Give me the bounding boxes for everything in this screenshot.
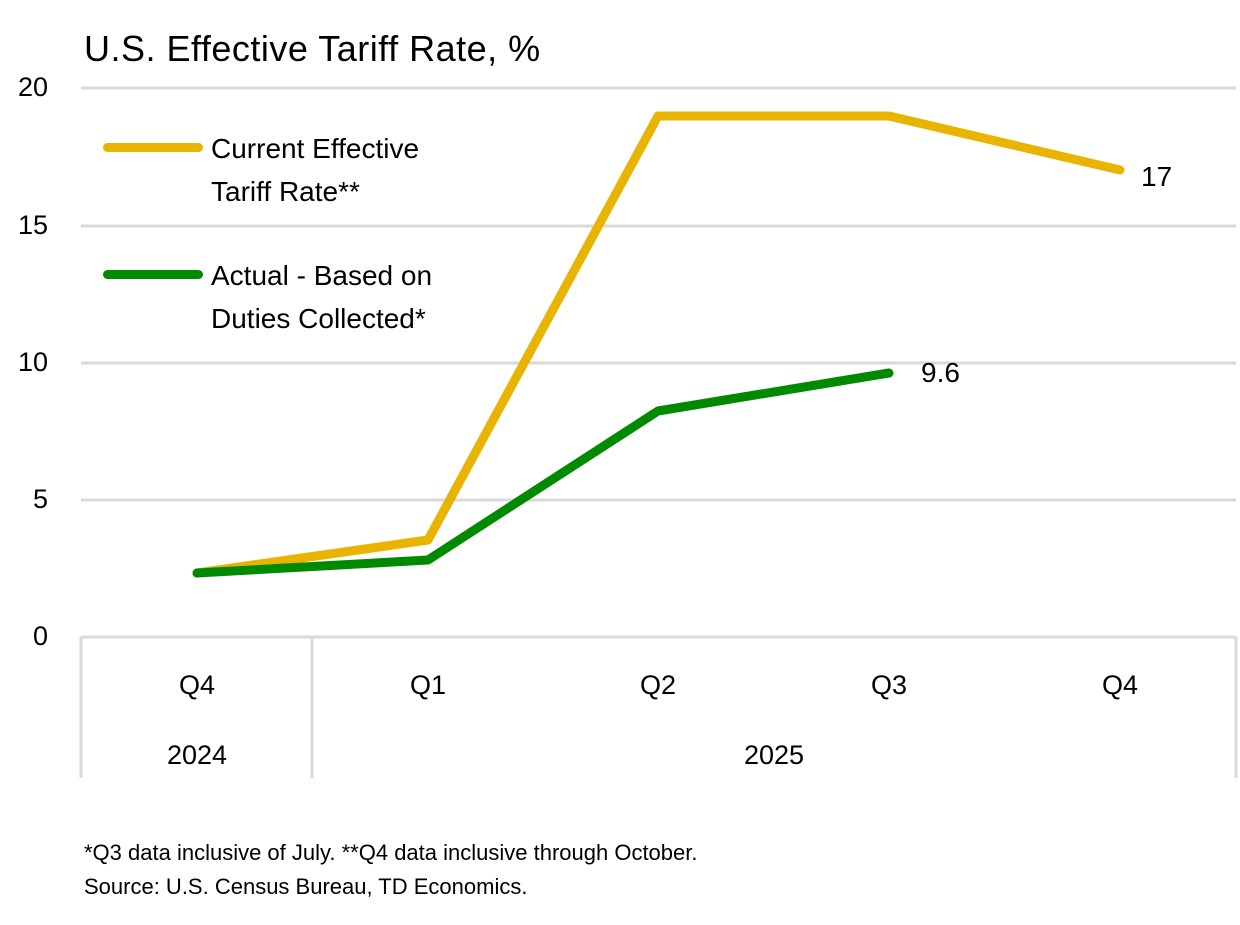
data-label-green-end: 9.6 bbox=[921, 357, 960, 388]
y-tick-0: 0 bbox=[32, 621, 48, 651]
y-tick-10: 10 bbox=[17, 347, 48, 377]
series-actual-duties-collected bbox=[192, 368, 894, 578]
footnote-notes: *Q3 data inclusive of July. **Q4 data in… bbox=[84, 840, 698, 865]
legend-label-line1: Actual - Based on bbox=[211, 260, 433, 291]
legend-item-current-effective: Current Effective Tariff Rate** bbox=[103, 127, 419, 213]
x-year-2024: 2024 bbox=[166, 740, 228, 770]
y-tick-5: 5 bbox=[32, 484, 48, 514]
x-tick-q1-2025: Q1 bbox=[409, 670, 447, 700]
legend-label: Current Effective Tariff Rate** bbox=[211, 127, 419, 213]
x-tick-q4-2024: Q4 bbox=[178, 670, 216, 700]
legend-label-line1: Current Effective bbox=[211, 133, 420, 164]
series-current-effective-tariff-rate bbox=[192, 111, 1125, 578]
legend-label-line2: Tariff Rate** bbox=[211, 176, 360, 207]
legend-swatch-gold bbox=[103, 143, 203, 152]
x-tick-q3-2025: Q3 bbox=[870, 670, 908, 700]
legend-item-actual-duties: Actual - Based on Duties Collected* bbox=[103, 254, 432, 340]
gridlines bbox=[79, 86, 1238, 778]
x-tick-q2-2025: Q2 bbox=[639, 670, 677, 700]
legend-swatch-green bbox=[103, 270, 203, 279]
y-tick-15: 15 bbox=[17, 210, 48, 240]
data-label-gold-end: 17 bbox=[1141, 161, 1173, 192]
chart-title: U.S. Effective Tariff Rate, % bbox=[84, 28, 541, 69]
legend-label: Actual - Based on Duties Collected* bbox=[211, 254, 432, 340]
footnote-source: Source: U.S. Census Bureau, TD Economics… bbox=[84, 874, 528, 899]
x-tick-q4-2025: Q4 bbox=[1101, 670, 1139, 700]
y-tick-20: 20 bbox=[17, 72, 48, 102]
legend-label-line2: Duties Collected* bbox=[211, 303, 426, 334]
x-year-2025: 2025 bbox=[743, 740, 805, 770]
